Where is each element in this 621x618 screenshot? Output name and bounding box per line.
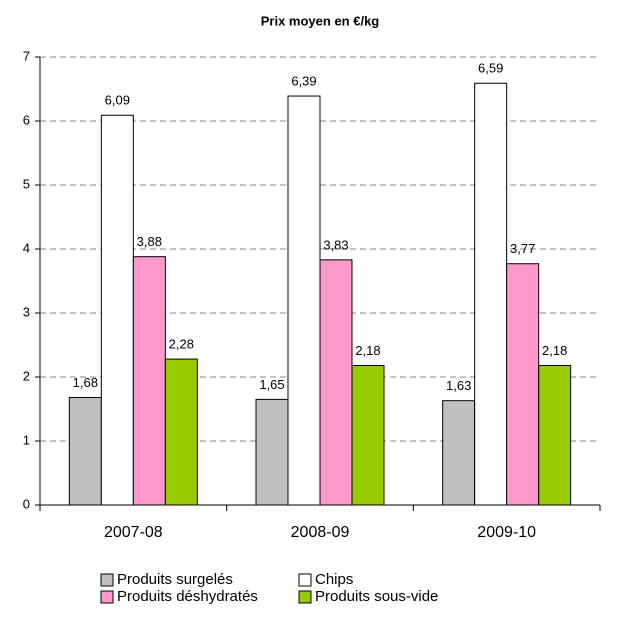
value-label: 6,39 <box>291 73 316 88</box>
x-tick-label: 2009-10 <box>477 524 536 541</box>
legend-swatch <box>298 590 312 604</box>
value-label: 2,18 <box>542 343 567 358</box>
bar <box>132 256 166 506</box>
legend-swatch <box>298 573 312 587</box>
legend-swatch <box>100 573 114 587</box>
value-label: 2,28 <box>169 337 194 352</box>
legend-label: Produits déshydratés <box>117 588 258 605</box>
legend-label: Produits surgelés <box>117 571 233 588</box>
y-tick-label: 1 <box>23 432 30 447</box>
value-label: 1,68 <box>73 375 98 390</box>
bar <box>474 82 508 506</box>
legend-label: Produits sous-vide <box>315 588 438 605</box>
x-tick-label: 2008-09 <box>291 524 350 541</box>
value-label: 1,65 <box>259 377 284 392</box>
y-tick-label: 6 <box>23 112 30 127</box>
value-label: 6,59 <box>478 61 503 76</box>
x-tick-label: 2007-08 <box>104 524 163 541</box>
value-label: 3,77 <box>510 241 535 256</box>
bar <box>442 400 476 506</box>
value-label: 3,83 <box>323 237 348 252</box>
y-tick-label: 5 <box>23 176 30 191</box>
y-tick-label: 7 <box>23 48 30 63</box>
bar <box>351 364 385 506</box>
value-label: 2,18 <box>355 343 380 358</box>
y-tick-label: 3 <box>23 304 30 319</box>
legend-swatch <box>100 590 114 604</box>
y-tick-label: 4 <box>23 240 30 255</box>
bar <box>100 114 134 506</box>
value-label: 6,09 <box>105 93 130 108</box>
bar <box>319 259 353 506</box>
legend-label: Chips <box>315 571 353 588</box>
bar <box>287 95 321 506</box>
bar <box>68 396 102 506</box>
bar <box>164 358 198 506</box>
bar <box>506 263 540 506</box>
value-label: 1,63 <box>446 378 471 393</box>
y-tick-label: 0 <box>23 496 30 511</box>
bar <box>255 398 289 506</box>
y-tick-label: 2 <box>23 368 30 383</box>
bar <box>538 364 572 506</box>
chart-title: Prix moyen en €/kg <box>261 13 380 28</box>
value-label: 3,88 <box>137 234 162 249</box>
